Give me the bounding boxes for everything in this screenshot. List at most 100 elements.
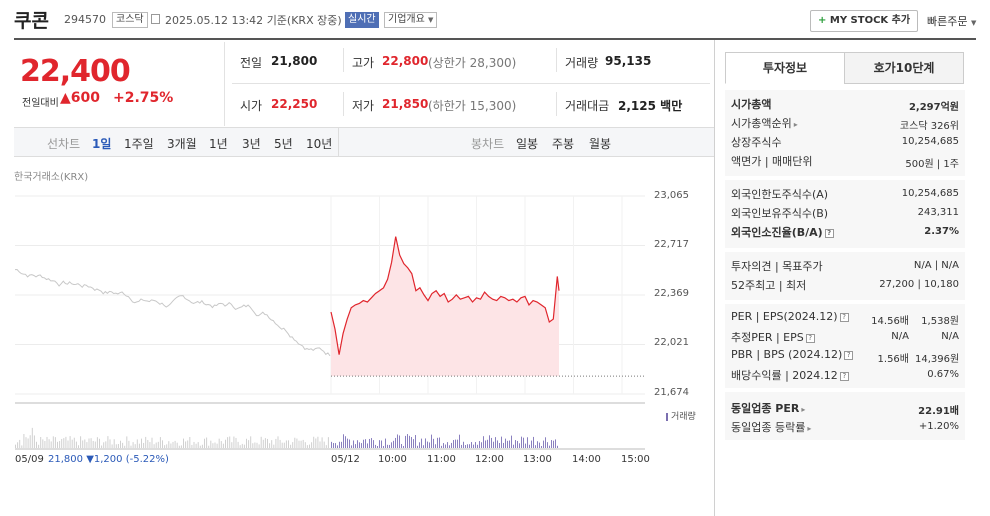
tab-orderbook[interactable]: 호가10단계: [844, 52, 964, 84]
volume-bar: [393, 440, 394, 448]
volume-bar: [513, 444, 514, 448]
low-label: 저가: [352, 99, 375, 113]
volume-bar: [73, 437, 75, 448]
prev-close-value: 21,800: [271, 54, 318, 68]
foreign-ratio-label: 외국인소진율(B/A)?: [731, 224, 834, 240]
help-icon[interactable]: ?: [839, 312, 849, 322]
chevron-right-icon: ▸: [807, 424, 812, 433]
period-5y[interactable]: 5년: [274, 137, 293, 151]
volume-bar: [459, 434, 460, 448]
sector-change-label[interactable]: 동일업종 등락률 ▸: [731, 421, 812, 434]
divider: [224, 42, 225, 126]
volume-bar: [38, 444, 40, 448]
est-per-label: 추정PER | EPS?: [731, 329, 815, 345]
volume-bar: [61, 438, 63, 448]
volume-bar: [267, 438, 268, 448]
volume-bar: [42, 439, 44, 448]
volume-bar: [461, 444, 462, 448]
volume-bar: [269, 443, 271, 448]
volume-bar: [477, 444, 478, 448]
volume-bar: [40, 437, 42, 448]
volume-bar: [197, 442, 199, 448]
realtime-badge[interactable]: 실시간: [345, 12, 379, 28]
volume-bar: [425, 438, 426, 448]
period-1y[interactable]: 1년: [209, 137, 228, 151]
volume-bar: [353, 440, 354, 448]
volume-bar: [351, 445, 352, 448]
listed-shares-value: 10,254,685: [901, 136, 959, 147]
period-10y[interactable]: 10년: [306, 137, 333, 151]
volume-bar: [292, 442, 294, 448]
sector-per-label[interactable]: 동일업종 PER ▸: [731, 402, 806, 415]
volume-bar: [111, 444, 113, 448]
52w-value: 27,200 | 10,180: [879, 279, 959, 290]
foreign-limit-value: 10,254,685: [901, 188, 959, 199]
volume-bar: [437, 437, 438, 448]
stock-name: 쿠콘: [14, 10, 49, 32]
period-1d[interactable]: 1일: [92, 137, 112, 151]
volume-bar: [511, 435, 512, 448]
volume-bar: [397, 434, 398, 448]
volume-bar: [15, 444, 16, 448]
volume-bar: [427, 441, 428, 448]
y-tick: 22,021: [654, 337, 689, 348]
corp-overview-select[interactable]: 기업개요 ▼: [384, 12, 438, 28]
dividend-value: 0.67%: [927, 369, 959, 380]
divider: [556, 92, 557, 116]
volume-bar: [543, 440, 544, 448]
volume-bar: [379, 440, 380, 448]
volume-bar: [124, 445, 126, 448]
volume-bar: [377, 445, 378, 448]
volume-bar: [515, 440, 516, 448]
volume-bar: [101, 445, 103, 448]
current-price: 22,400: [20, 54, 131, 89]
mystock-add-button[interactable]: + MY STOCK 추가: [810, 10, 919, 32]
volume-bar: [285, 440, 287, 448]
info-group-foreign: [725, 180, 965, 248]
candle-weekly[interactable]: 주봉: [552, 137, 575, 151]
volume-bar: [258, 444, 260, 448]
quick-order-button[interactable]: 빠른주문 ▼: [927, 15, 977, 28]
period-1w[interactable]: 1주일: [124, 137, 154, 151]
help-icon[interactable]: ?: [839, 371, 849, 381]
volume-bar: [300, 440, 302, 448]
volume-bar: [157, 441, 159, 448]
volume-bar: [445, 444, 446, 448]
help-icon[interactable]: ?: [805, 333, 815, 343]
volume-bar: [319, 441, 321, 448]
volume-bar: [335, 443, 336, 448]
divider: [343, 48, 344, 72]
volume-bar: [178, 445, 180, 448]
volume-bar: [509, 440, 510, 448]
foreign-holding-label: 외국인보유주식수(B): [731, 207, 829, 220]
volume-bar: [260, 436, 262, 448]
volume-bar: [302, 439, 304, 448]
help-icon[interactable]: ?: [844, 350, 854, 360]
candle-monthly[interactable]: 월봉: [589, 137, 612, 151]
volume-bar: [222, 443, 224, 448]
lower-limit: (하한가 15,300): [428, 99, 517, 113]
period-3m[interactable]: 3개월: [167, 137, 197, 151]
help-icon[interactable]: ?: [824, 228, 834, 238]
dividend-label: 배당수익률 | 2024.12?: [731, 367, 849, 383]
volume-bar: [553, 440, 554, 448]
volume-bar: [185, 441, 187, 448]
volume-bar: [383, 445, 384, 448]
volume-bar: [164, 445, 166, 448]
volume-bar: [80, 436, 82, 448]
sidebar-divider: [714, 40, 715, 516]
volume-bar: [371, 438, 372, 448]
upper-limit: (상한가 28,300): [428, 56, 517, 70]
divider: [556, 48, 557, 72]
volume-bar: [84, 439, 86, 448]
candle-daily[interactable]: 일봉: [516, 137, 539, 151]
volume-bar: [547, 442, 548, 448]
tab-invest-info[interactable]: 투자정보: [725, 52, 845, 84]
market-cap-rank-label[interactable]: 시가총액순위 ▸: [731, 117, 798, 130]
volume-bar: [92, 440, 94, 448]
volume-bar: [44, 441, 46, 448]
period-3y[interactable]: 3년: [242, 137, 261, 151]
volume-bar: [363, 439, 364, 448]
quote-datetime: 2025.05.12 13:42 기준(KRX 장중): [165, 14, 342, 27]
volume-bar: [290, 444, 292, 448]
